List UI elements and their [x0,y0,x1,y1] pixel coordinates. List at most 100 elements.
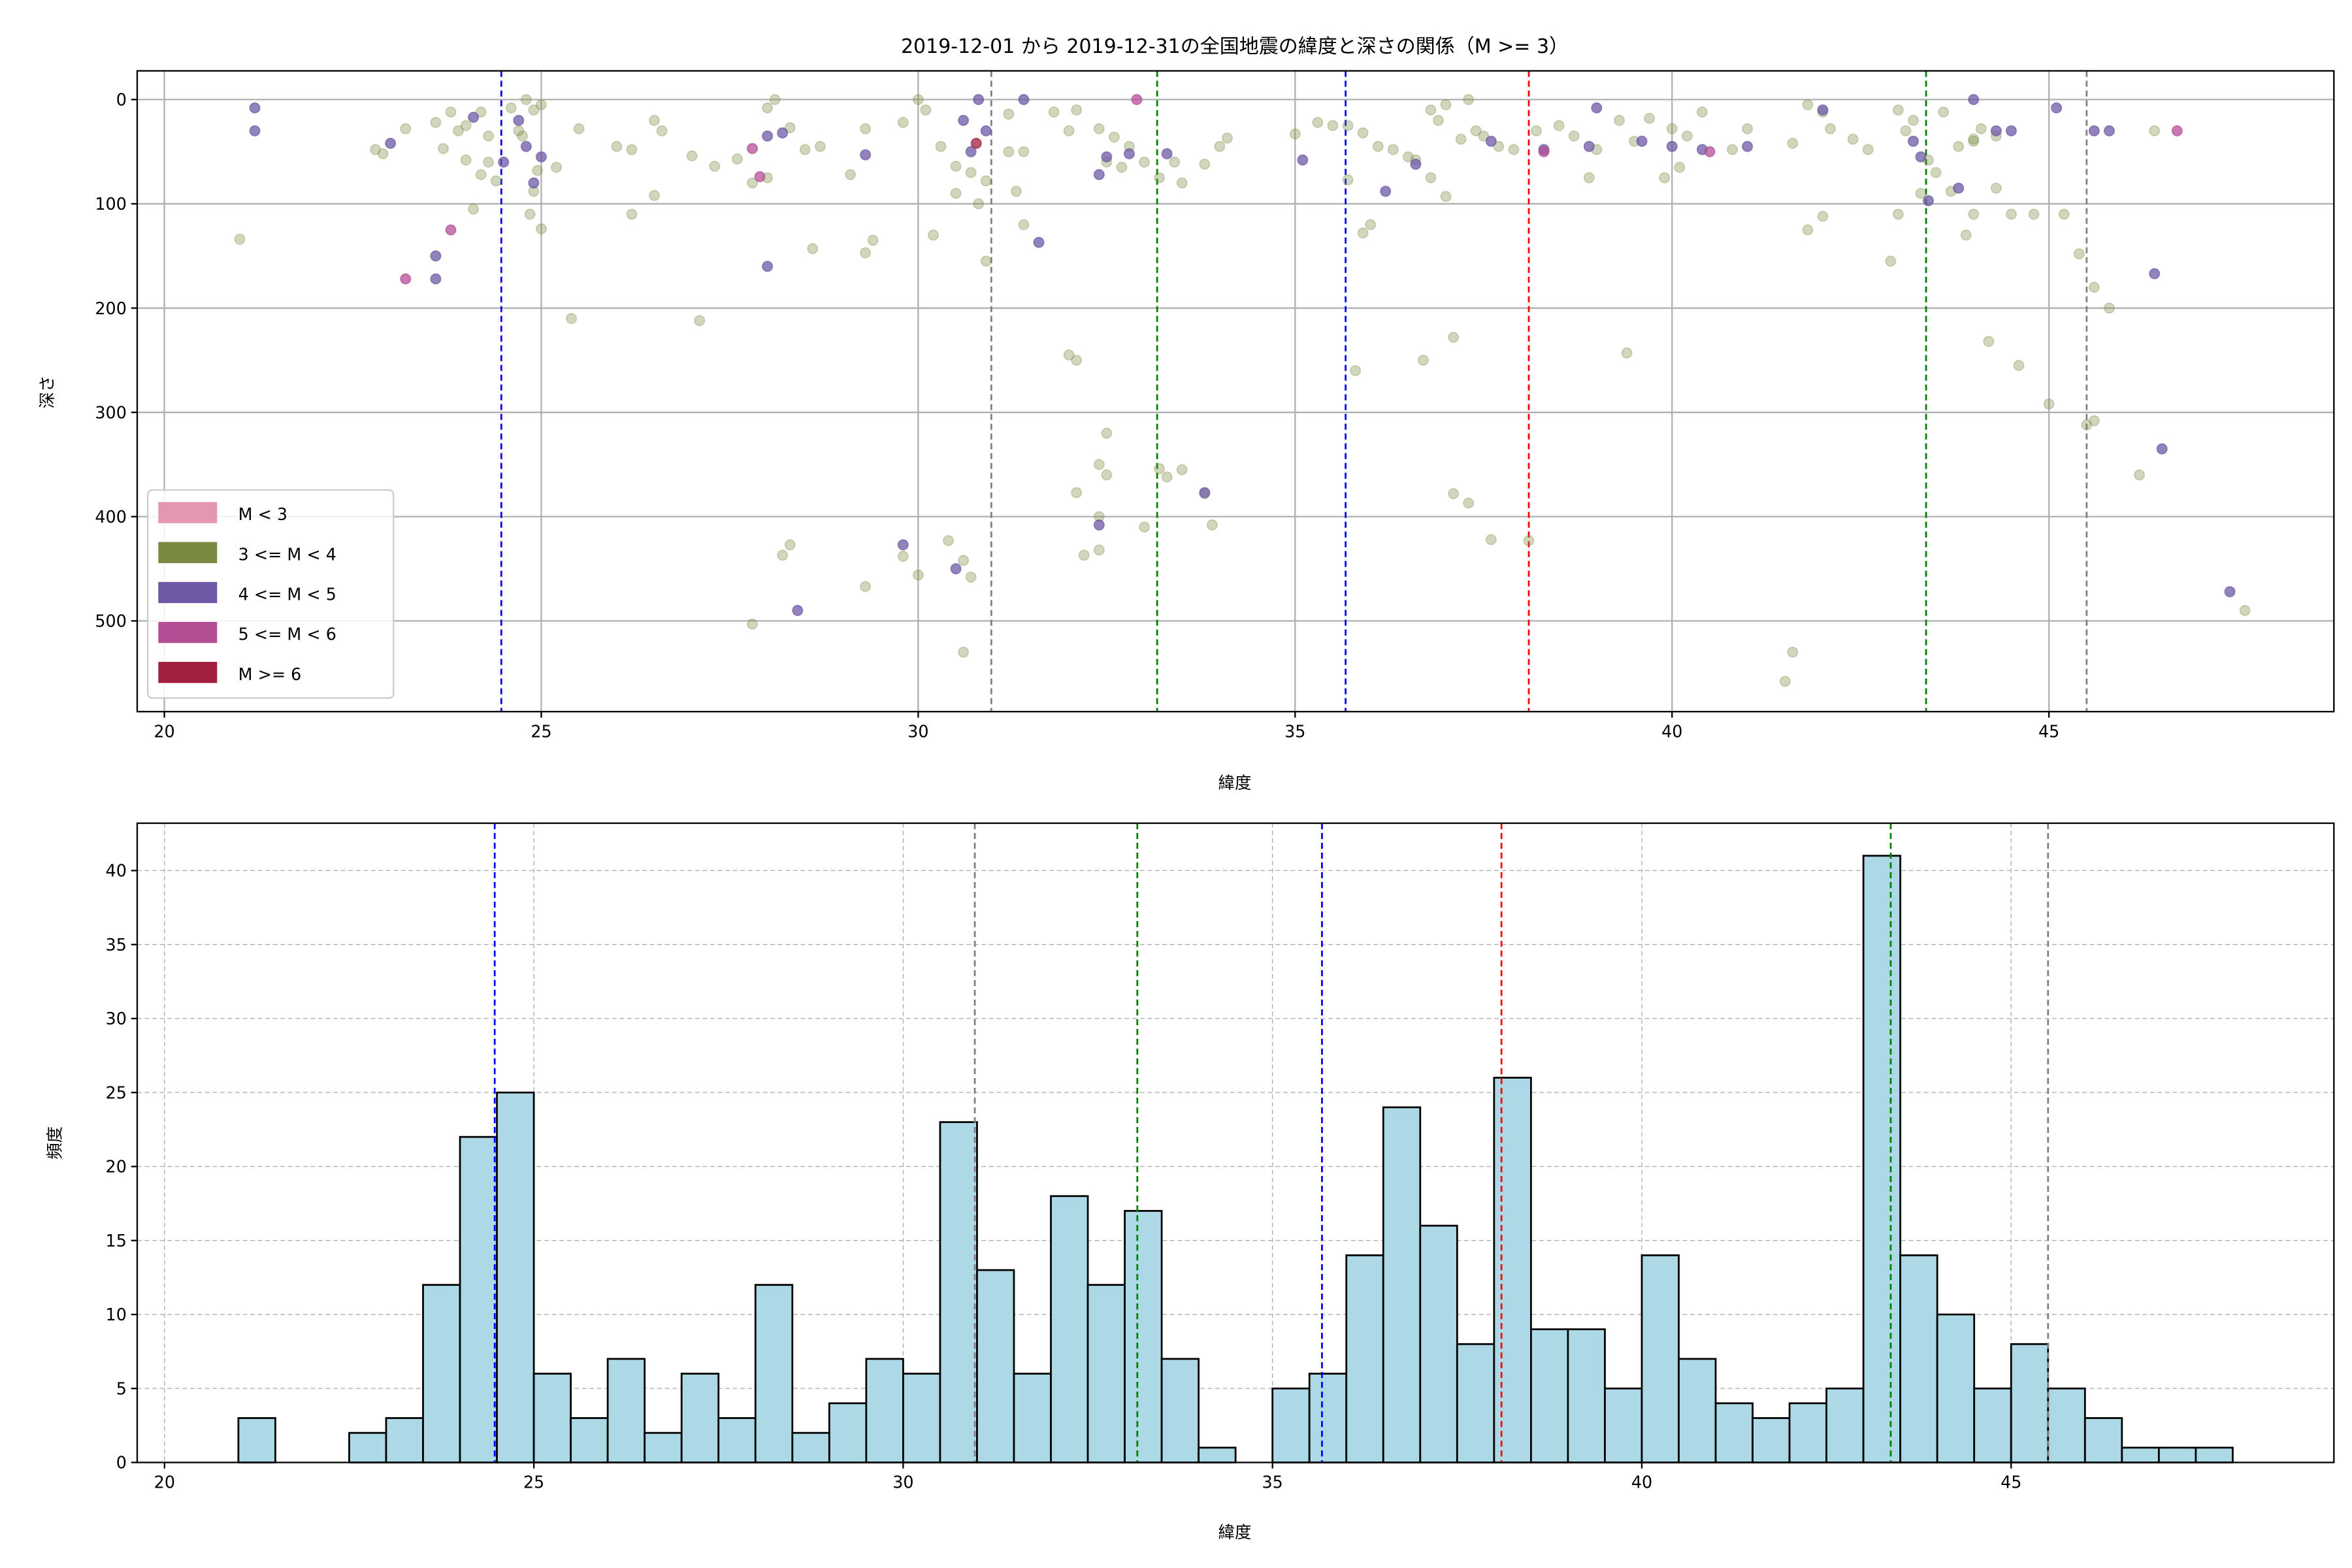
histogram-bar [2047,1387,2086,1463]
histogram-bar [828,1402,868,1463]
data-point [777,127,789,139]
data-point [973,198,985,210]
data-point [1968,93,1980,105]
data-point [1953,140,1965,152]
histogram-bar [1899,1254,1938,1463]
data-point [1018,219,1030,231]
data-point [2156,443,2168,455]
legend-label: 3 <= M < 4 [238,544,336,564]
data-point [973,93,985,105]
histogram-bar [1973,1387,2012,1463]
data-point [1071,104,1083,116]
data-point [1425,172,1437,184]
data-point [468,111,480,123]
histogram-bar [1198,1446,1237,1463]
histogram-bar [976,1269,1015,1463]
y-tick-label: 15 [106,1231,127,1250]
y-tick-label: 100 [95,194,126,214]
data-point [860,581,872,593]
data-point [551,161,563,173]
data-point [430,116,442,129]
data-point [1123,148,1135,159]
data-point [1101,469,1113,481]
y-tick-label: 25 [106,1083,127,1102]
data-point [1448,331,1460,343]
data-point [1003,146,1015,157]
data-point [1093,459,1105,470]
data-point [1093,544,1105,556]
histogram-bar [1604,1387,1643,1463]
data-point [1010,186,1022,197]
data-point [807,243,819,255]
data-point [1968,135,1980,147]
data-point [2239,604,2251,616]
x-tick-label: 20 [154,1473,175,1492]
data-point [1176,464,1188,476]
data-point [1357,227,1369,239]
data-point [1915,151,1927,163]
histogram-bar [1271,1387,1311,1463]
histogram-bar [1345,1254,1384,1463]
data-point [468,203,480,215]
data-point [1433,114,1445,126]
data-point [784,122,796,133]
data-point [1425,104,1437,116]
data-point [573,123,585,135]
data-point [430,250,442,262]
histogram-bar [717,1417,757,1463]
data-point [1802,99,1814,110]
data-point [2005,125,2017,137]
data-point [2149,125,2161,137]
data-point [912,93,924,105]
data-point [1824,123,1837,135]
data-point [1779,676,1791,687]
data-point [626,208,638,220]
data-point [927,229,939,241]
data-point [532,165,544,176]
data-point [1463,93,1475,105]
data-point [1116,161,1128,173]
data-point [1726,144,1739,155]
data-point [445,106,457,118]
data-point [1742,123,1754,135]
histogram-bar [644,1431,683,1463]
data-point [249,102,261,114]
data-point [626,144,638,155]
histogram-bar [1160,1358,1200,1463]
data-point [1380,186,1392,197]
data-point [1410,158,1422,170]
data-point [762,130,774,142]
data-point [2043,398,2055,410]
data-point [958,555,970,566]
data-point [528,104,540,116]
legend: M < 3 3 <= M < 4 4 <= M < 5 5 <= M < 6 M >= … [146,489,395,699]
data-point [1372,140,1384,152]
data-point [1312,116,1324,129]
data-point [377,148,389,159]
data-point [1297,154,1309,166]
histogram-bar [865,1358,904,1463]
data-point [762,261,774,272]
data-point [1583,172,1595,184]
data-point [694,315,706,327]
data-point [566,312,578,325]
data-point [611,140,623,152]
data-point [1108,131,1120,143]
data-point [860,247,872,259]
data-point [1199,487,1211,498]
x-tick-label: 25 [523,1473,544,1492]
data-point [1636,135,1648,147]
data-point [1448,488,1460,500]
x-tick-label: 40 [1631,1473,1652,1492]
histogram-bar [570,1417,609,1463]
data-point [1093,169,1105,180]
data-point [2051,102,2063,114]
y-tick-label: 0 [116,90,127,110]
data-point [490,175,502,187]
data-point [1154,172,1166,184]
data-point [950,563,962,575]
data-point [520,93,532,105]
data-point [860,123,872,135]
data-point [2073,248,2085,260]
data-point [1531,125,1543,137]
